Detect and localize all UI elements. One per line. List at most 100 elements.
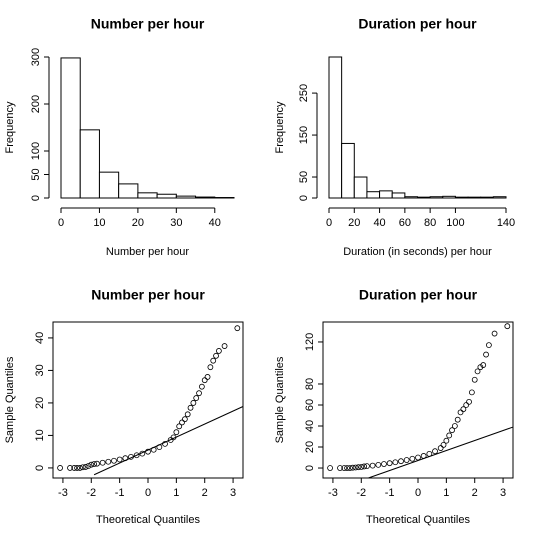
qq-point: [122, 455, 129, 462]
qq-point: [111, 457, 117, 464]
x-tick-label: -3: [58, 487, 68, 499]
x-tick-label: 1: [443, 487, 449, 499]
x-axis-label: Theoretical Quantiles: [96, 514, 200, 526]
x-tick-label: 2: [202, 487, 208, 499]
qq-point: [79, 464, 86, 471]
histogram-bar: [328, 56, 343, 199]
qq-point: [207, 364, 214, 371]
plot-frame: [52, 321, 244, 479]
qq-point: [176, 423, 183, 430]
histogram-bar: [379, 190, 393, 199]
histogram-bar: [118, 183, 139, 199]
x-tick-label: 10: [93, 217, 105, 229]
qq-point: [327, 465, 333, 471]
histogram-bar: [195, 196, 216, 199]
qq-point: [198, 383, 205, 390]
qq-point: [71, 465, 78, 471]
histogram-bar: [366, 191, 381, 199]
y-axis-label: Frequency: [4, 101, 16, 153]
qq-point: [364, 463, 370, 470]
x-tick-label: -2: [356, 487, 366, 499]
qq-point: [420, 453, 427, 459]
qq-point: [213, 352, 219, 359]
qq-point: [474, 368, 481, 375]
histogram-bar: [137, 192, 158, 199]
y-tick-label: 20: [304, 441, 316, 453]
qq-point: [162, 440, 168, 447]
histogram-bar: [454, 196, 469, 199]
qq-point: [139, 450, 146, 457]
x-tick-label: 40: [209, 217, 221, 229]
chart-title: Duration per hour: [358, 16, 477, 32]
plot-frame: [322, 321, 514, 479]
qq-point: [381, 461, 387, 467]
qq-point: [94, 460, 100, 467]
x-tick-label: 80: [424, 217, 436, 229]
histogram-bar: [467, 196, 482, 199]
x-tick-label: 3: [230, 487, 236, 499]
x-tick-label: 60: [399, 217, 411, 229]
qq-point: [468, 389, 475, 396]
y-tick-label: 50: [298, 171, 310, 183]
qq-point: [358, 464, 365, 470]
qq-point: [375, 461, 382, 468]
histogram-bar: [417, 196, 431, 199]
y-tick-label: 30: [34, 364, 46, 376]
chart-title: Duration per hour: [359, 287, 478, 303]
qq-point: [403, 457, 410, 463]
y-tick-label: 0: [304, 465, 316, 471]
qq-point: [392, 459, 399, 466]
x-tick-label: 0: [415, 487, 421, 499]
qq-point: [201, 377, 208, 384]
histogram-bar: [442, 195, 456, 199]
y-tick-label: 0: [30, 195, 42, 201]
x-tick-label: 40: [373, 217, 385, 229]
qq-point: [179, 419, 185, 426]
qq-point: [193, 395, 200, 401]
qq-point: [352, 464, 359, 471]
x-tick-label: 100: [446, 217, 464, 229]
qq-point: [173, 429, 180, 436]
histogram-bar: [156, 193, 177, 199]
x-tick-label: 140: [497, 217, 515, 229]
chart-title: Number per hour: [91, 287, 205, 303]
y-tick-label: 250: [298, 84, 310, 102]
reference-line: [368, 426, 514, 479]
qq-point: [190, 400, 197, 406]
histogram-bar: [353, 176, 368, 199]
histogram-bar: [404, 196, 419, 199]
qq-point: [128, 453, 134, 460]
y-tick-label: 40: [34, 332, 46, 344]
y-tick-label: 120: [304, 333, 316, 351]
qq-point: [361, 463, 368, 470]
qq-point: [105, 458, 112, 465]
qq-point: [221, 343, 228, 349]
histogram-bar: [175, 195, 197, 199]
qq-point: [437, 445, 444, 451]
qq-point: [483, 351, 489, 358]
qq-point: [398, 458, 404, 465]
qq-point: [443, 437, 450, 444]
x-tick-label: -3: [328, 487, 338, 499]
qq-point: [466, 398, 472, 405]
qq-point: [215, 348, 222, 354]
qq-point: [349, 464, 356, 471]
qq-point: [460, 406, 467, 413]
x-tick-label: 0: [145, 487, 151, 499]
qq-point: [99, 459, 106, 466]
histogram-bar: [341, 142, 355, 199]
qq-point: [181, 416, 188, 423]
qq-point: [210, 357, 217, 364]
qq-point: [386, 460, 393, 467]
x-tick-label: -1: [385, 487, 395, 499]
qq-point: [440, 442, 447, 448]
x-tick-label: 3: [500, 487, 506, 499]
qq-point: [426, 450, 433, 457]
histogram-bar: [98, 171, 120, 199]
x-tick-label: -2: [86, 487, 96, 499]
y-tick-label: 100: [30, 142, 42, 160]
qq-point: [449, 427, 455, 434]
qq-point: [369, 462, 376, 469]
x-tick-label: 0: [326, 217, 332, 229]
